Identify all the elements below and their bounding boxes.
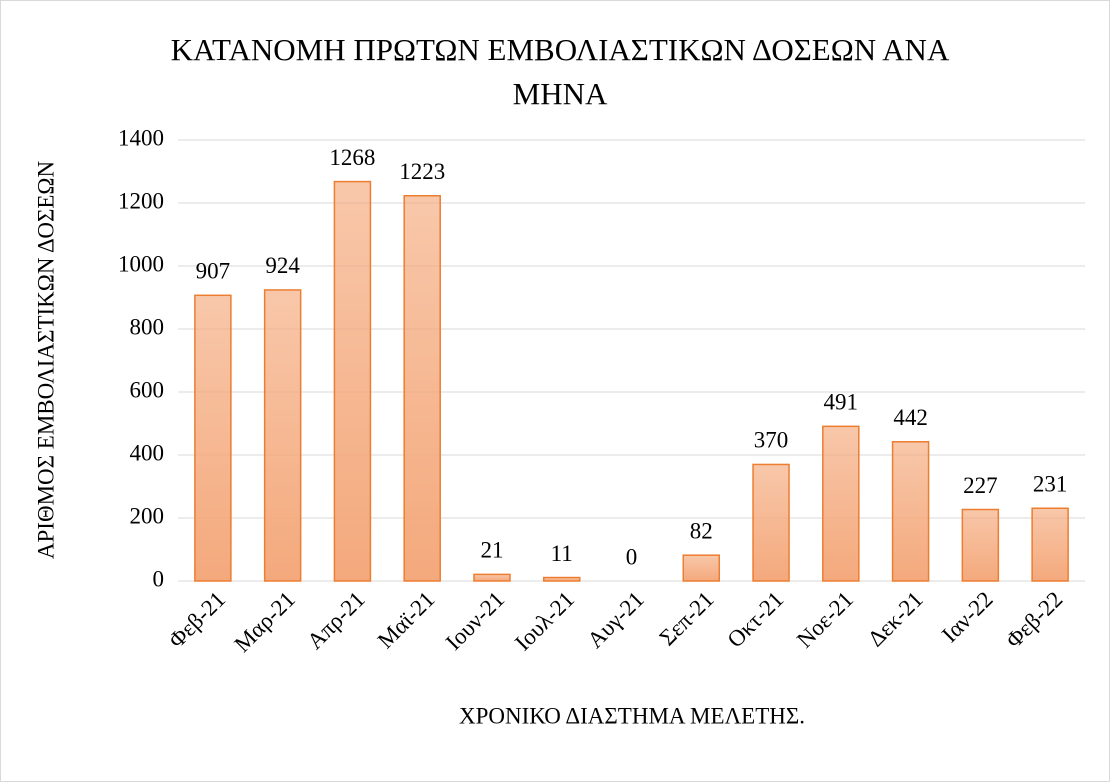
chart-title: ΚΑΤΑΝΟΜΗ ΠΡΩΤΩΝ ΕΜΒΟΛΙΑΣΤΙΚΩΝ ΔΟΣΕΩΝ ΑΝΑ… — [170, 32, 950, 111]
bar — [891, 441, 930, 582]
data-label: 21 — [480, 538, 503, 563]
x-tick-label: Δεκ-21 — [863, 587, 928, 652]
x-tick-label: Φεβ-22 — [1001, 587, 1067, 653]
bar — [822, 425, 860, 582]
data-label: 231 — [1033, 472, 1068, 497]
y-axis-label: ΑΡΙΘΜΟΣ ΕΜΒΟΛΙΑΣΤΙΚΩΝ ΔΟΣΕΩΝ — [33, 161, 58, 560]
data-label: 370 — [754, 428, 789, 453]
data-label: 442 — [893, 405, 928, 430]
x-tick-label: Φεβ-21 — [164, 587, 230, 653]
data-label: 227 — [963, 473, 998, 498]
y-tick-label: 800 — [130, 314, 165, 339]
x-axis-label: ΧΡΟΝΙΚΟ ΔΙΑΣΤΗΜΑ ΜΕΛΕΤΗΣ. — [459, 703, 805, 728]
data-label: 11 — [551, 541, 573, 566]
bar — [682, 554, 721, 582]
x-tick-label: Ιουλ-21 — [510, 587, 579, 656]
x-tick-label: Αυγ-21 — [582, 587, 648, 653]
y-tick-label: 200 — [130, 503, 165, 528]
x-tick-label: Ιουν-21 — [441, 587, 509, 655]
y-tick-label: 1000 — [118, 251, 164, 276]
x-tick-label: Μαρ-21 — [229, 587, 299, 657]
data-label: 1223 — [399, 159, 445, 184]
bar — [403, 195, 441, 582]
bar — [194, 294, 232, 582]
y-tick-label: 400 — [130, 440, 165, 465]
bar — [961, 508, 1000, 582]
x-tick-label: Ιαν-22 — [937, 587, 998, 648]
bar — [752, 463, 790, 582]
bar — [542, 576, 581, 582]
bar — [333, 180, 372, 582]
data-label: 0 — [626, 544, 638, 569]
data-label: 1268 — [329, 145, 375, 170]
data-label: 924 — [265, 253, 300, 278]
x-tick-label: Απρ-21 — [302, 587, 369, 654]
bar — [1031, 507, 1069, 582]
y-tick-label: 600 — [130, 377, 165, 402]
y-tick-label: 1200 — [118, 188, 164, 213]
data-label: 82 — [690, 518, 713, 543]
data-label: 907 — [196, 259, 231, 284]
y-tick-label: 0 — [153, 566, 165, 591]
data-label: 491 — [824, 390, 859, 415]
bar — [263, 289, 302, 582]
bar — [473, 573, 511, 582]
x-tick-label: Μαϊ-21 — [373, 587, 440, 654]
y-tick-label: 1400 — [118, 125, 164, 150]
x-tick-label: Νοε-21 — [792, 587, 858, 653]
x-tick-label: Οκτ-21 — [722, 587, 788, 653]
x-tick-label: Σεπ-21 — [655, 587, 719, 651]
